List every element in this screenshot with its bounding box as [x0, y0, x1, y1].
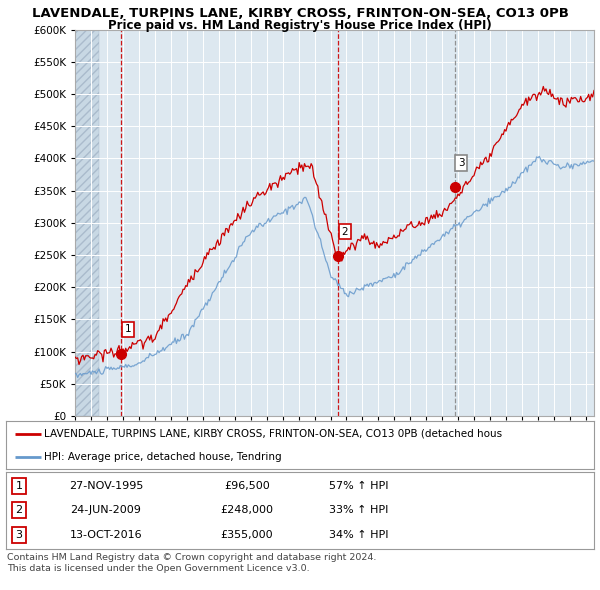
Text: £96,500: £96,500: [224, 481, 270, 491]
Text: 34% ↑ HPI: 34% ↑ HPI: [329, 530, 389, 540]
Text: 24-JUN-2009: 24-JUN-2009: [71, 506, 142, 515]
Text: 3: 3: [16, 530, 22, 540]
Text: 2: 2: [16, 506, 22, 515]
Text: HPI: Average price, detached house, Tendring: HPI: Average price, detached house, Tend…: [44, 452, 282, 462]
Text: 1: 1: [16, 481, 22, 491]
Text: 1: 1: [125, 324, 131, 335]
Text: This data is licensed under the Open Government Licence v3.0.: This data is licensed under the Open Gov…: [7, 564, 310, 573]
Text: 2: 2: [341, 227, 348, 237]
Text: 3: 3: [458, 158, 465, 168]
Text: LAVENDALE, TURPINS LANE, KIRBY CROSS, FRINTON-ON-SEA, CO13 0PB (detached hous: LAVENDALE, TURPINS LANE, KIRBY CROSS, FR…: [44, 429, 502, 439]
Bar: [75, 30, 99, 416]
Text: £248,000: £248,000: [221, 506, 274, 515]
Text: £355,000: £355,000: [221, 530, 274, 540]
Text: 57% ↑ HPI: 57% ↑ HPI: [329, 481, 389, 491]
Text: Price paid vs. HM Land Registry's House Price Index (HPI): Price paid vs. HM Land Registry's House …: [108, 19, 492, 32]
Text: 27-NOV-1995: 27-NOV-1995: [69, 481, 143, 491]
Text: 33% ↑ HPI: 33% ↑ HPI: [329, 506, 388, 515]
Text: LAVENDALE, TURPINS LANE, KIRBY CROSS, FRINTON-ON-SEA, CO13 0PB: LAVENDALE, TURPINS LANE, KIRBY CROSS, FR…: [32, 7, 568, 20]
Text: Contains HM Land Registry data © Crown copyright and database right 2024.: Contains HM Land Registry data © Crown c…: [7, 553, 377, 562]
Text: 13-OCT-2016: 13-OCT-2016: [70, 530, 142, 540]
